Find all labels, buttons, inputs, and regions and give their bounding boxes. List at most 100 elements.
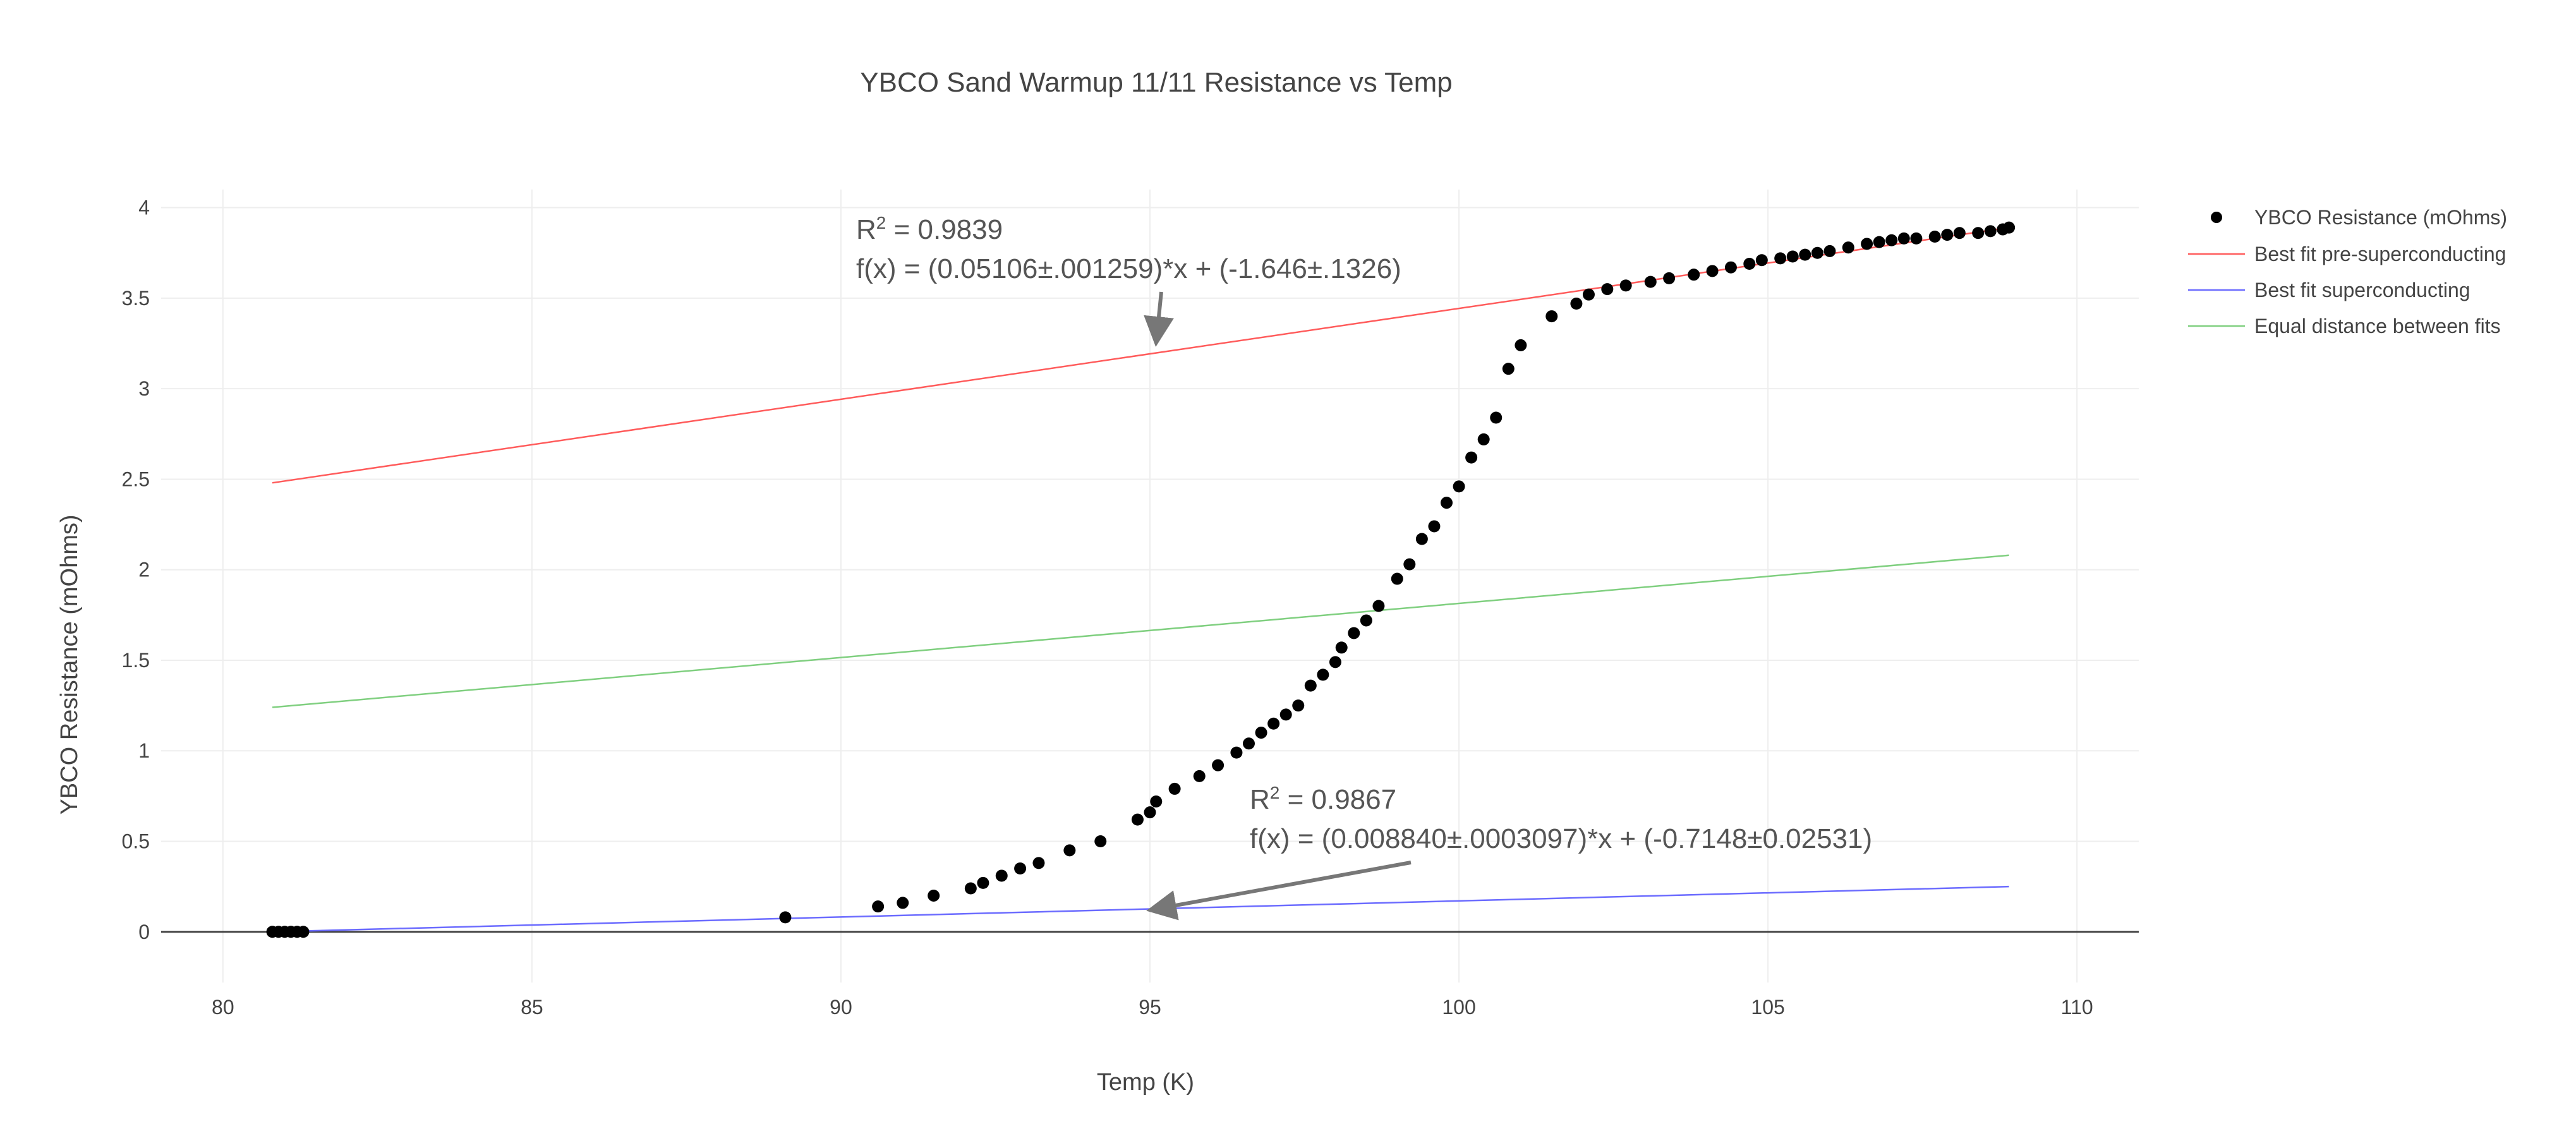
data-point <box>1372 600 1385 612</box>
data-point <box>1465 451 1478 464</box>
data-point <box>1545 310 1558 323</box>
y-tick-label: 0.5 <box>122 830 150 853</box>
data-point <box>1928 230 1941 243</box>
data-point <box>297 926 310 938</box>
data-point <box>1230 746 1243 759</box>
data-point <box>1415 533 1428 545</box>
data-point <box>1502 363 1515 375</box>
data-point <box>1885 234 1898 246</box>
data-point <box>1619 279 1632 292</box>
annotation-r-squared: R2 = 0.9839 <box>856 213 1003 245</box>
data-point <box>1150 795 1163 807</box>
legend: YBCO Resistance (mOhms) Best fit pre-sup… <box>2188 206 2507 337</box>
data-point <box>1644 275 1657 288</box>
data-point <box>2003 221 2016 234</box>
data-point <box>1724 261 1737 274</box>
data-point <box>1774 252 1787 265</box>
data-point <box>1131 813 1144 826</box>
x-tick-label: 85 <box>521 996 543 1019</box>
data-point <box>1490 411 1503 424</box>
data-point <box>964 882 977 895</box>
data-point <box>1014 862 1027 874</box>
y-tick-label: 1.5 <box>122 649 150 672</box>
data-point <box>1663 272 1676 284</box>
data-point <box>1570 298 1583 310</box>
data-point <box>1799 248 1811 261</box>
data-point <box>977 876 989 889</box>
data-point <box>1755 254 1768 267</box>
x-tick-label: 100 <box>1442 996 1475 1019</box>
annotation-r-squared: R2 = 0.9867 <box>1250 783 1396 815</box>
data-point <box>1910 232 1923 245</box>
data-point <box>1441 497 1453 509</box>
y-tick-label: 2 <box>138 559 150 581</box>
series-line-1 <box>272 226 2009 484</box>
data-point <box>928 889 940 902</box>
data-point <box>1403 558 1416 571</box>
data-point <box>1243 737 1255 750</box>
legend-label-equal-distance: Equal distance between fits <box>2254 315 2501 337</box>
data-point <box>1348 627 1360 639</box>
data-point <box>1786 250 1799 263</box>
data-point <box>1063 844 1076 857</box>
data-point <box>1972 227 1985 239</box>
x-tick-label: 90 <box>830 996 852 1019</box>
x-tick-label: 80 <box>212 996 234 1019</box>
data-point <box>1453 480 1465 493</box>
y-tick-label: 4 <box>138 197 150 219</box>
data-point <box>779 911 792 924</box>
data-point <box>1477 433 1490 445</box>
tick-labels-layer: 80 85 90 95 100 105 110 0 0.5 1 1.5 2 2.5 3 3.5 4 <box>122 197 2093 1019</box>
fit-lines-layer <box>272 226 2009 933</box>
data-point <box>1329 656 1341 668</box>
data-point <box>1335 641 1348 654</box>
data-points-layer <box>266 221 2016 938</box>
data-point <box>1193 770 1206 782</box>
data-point <box>1168 782 1181 795</box>
data-point <box>897 897 909 909</box>
data-point <box>995 869 1008 882</box>
data-point <box>1267 717 1280 730</box>
data-point <box>1304 679 1317 692</box>
x-tick-label: 95 <box>1139 996 1161 1019</box>
data-point <box>1941 229 1954 241</box>
fit-annotation-2: R2 = 0.9867 f(x) = (0.008840±.0003097)*x … <box>1146 783 1872 921</box>
grid-layer <box>161 190 2139 983</box>
data-point <box>1953 227 1966 239</box>
data-point <box>1861 238 1873 250</box>
data-point <box>1255 727 1267 739</box>
data-point <box>1706 265 1719 277</box>
data-point <box>1984 225 1997 238</box>
data-point <box>872 900 885 913</box>
data-point <box>1743 257 1756 270</box>
x-axis-title: Temp (K) <box>1097 1069 1194 1096</box>
data-point <box>1428 520 1441 533</box>
data-point <box>1601 283 1614 296</box>
data-point <box>1279 708 1292 721</box>
data-point <box>1212 759 1225 771</box>
y-tick-label: 3.5 <box>122 287 150 310</box>
data-point <box>1360 614 1372 627</box>
y-tick-label: 1 <box>138 739 150 762</box>
chart-title: YBCO Sand Warmup 11/11 Resistance vs Tem… <box>860 67 1452 98</box>
y-tick-label: 3 <box>138 377 150 400</box>
series-line-2 <box>272 885 2009 933</box>
data-point <box>1897 232 1910 245</box>
annotation-formula: f(x) = (0.008840±.0003097)*x + (-0.7148±… <box>1250 823 1872 854</box>
annotation-arrow <box>1146 861 1412 921</box>
data-point <box>1317 668 1329 681</box>
annotations-layer: R2 = 0.9839 f(x) = (0.05106±.001259)*x + … <box>856 213 1872 921</box>
y-axis-title: YBCO Resistance (mOhms) <box>56 514 83 814</box>
legend-label-superconducting: Best fit superconducting <box>2254 279 2470 301</box>
legend-label-pre-superconducting: Best fit pre-superconducting <box>2254 243 2506 265</box>
data-point <box>1144 806 1156 819</box>
annotation-arrow <box>1144 291 1174 347</box>
x-tick-label: 110 <box>2061 996 2093 1019</box>
series-line-3 <box>272 554 2009 708</box>
fit-annotation-1: R2 = 0.9839 f(x) = (0.05106±.001259)*x + … <box>856 213 1401 347</box>
data-point <box>1582 288 1595 301</box>
data-point <box>1873 236 1885 248</box>
annotation-formula: f(x) = (0.05106±.001259)*x + (-1.646±.13… <box>856 253 1401 284</box>
data-point <box>1688 269 1700 281</box>
